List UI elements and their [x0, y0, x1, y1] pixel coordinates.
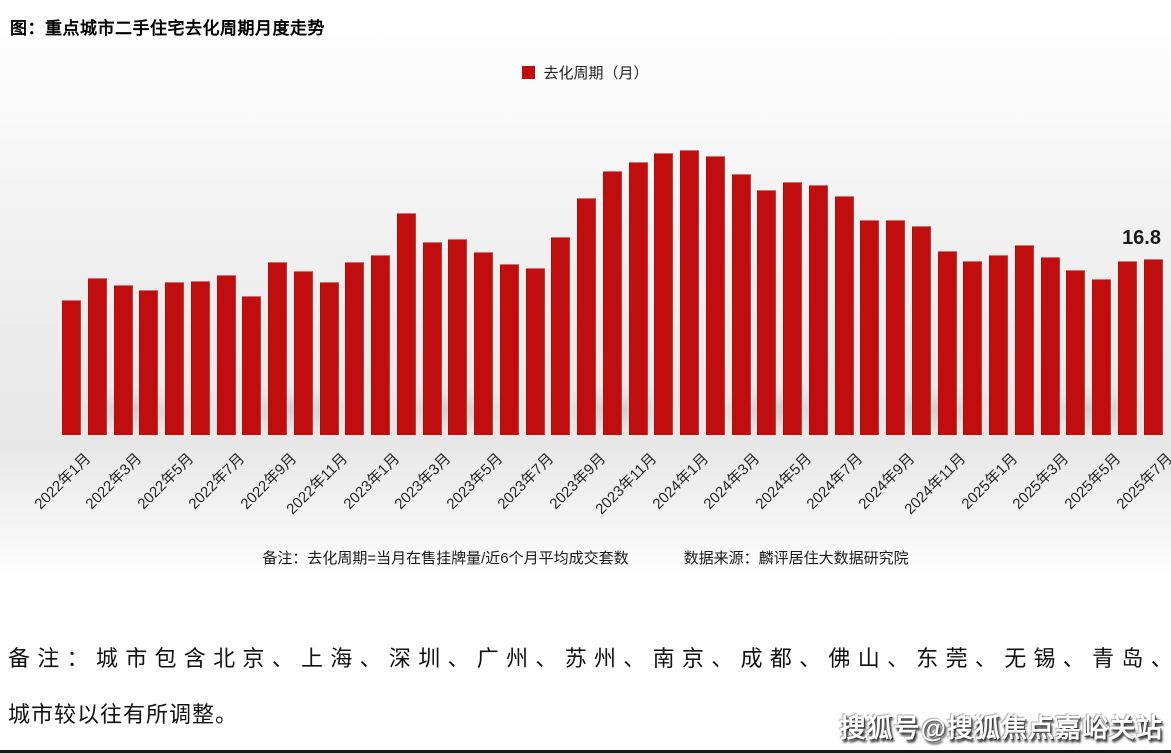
bar-2022年10月	[293, 271, 313, 435]
bar-2023年3月	[422, 242, 442, 435]
x-tick-label: 2023年9月	[546, 450, 609, 513]
footnote-source: 数据来源：麟评居住大数据研究院	[683, 550, 909, 567]
footnote-definition: 备注：去化周期=当月在售挂牌量/近6个月平均成交套数	[262, 550, 629, 567]
x-tick-label: 2023年11月	[592, 450, 661, 518]
bar-2022年4月	[139, 290, 159, 435]
bar-2025年7月	[1143, 259, 1163, 435]
x-tick-label: 2023年3月	[391, 450, 455, 513]
bar-2022年6月	[190, 281, 210, 435]
x-tick-label: 2023年1月	[340, 450, 403, 513]
x-tick-label: 2023年5月	[443, 450, 506, 513]
bar-2023年7月	[525, 268, 545, 435]
x-tick-label: 2025年3月	[1009, 450, 1073, 513]
bar-2022年11月	[319, 282, 339, 435]
bar-2024年7月	[834, 196, 854, 435]
bar-2025年6月	[1117, 261, 1137, 435]
bar-2023年12月	[654, 153, 674, 435]
bar-2024年8月	[860, 220, 880, 435]
x-tick-label: 2022年3月	[82, 450, 146, 513]
bar-2024年3月	[731, 174, 751, 435]
legend: 去化周期（月）	[0, 62, 1171, 83]
x-tick-label: 2022年9月	[237, 450, 300, 513]
x-tick-label: 2024年9月	[855, 450, 919, 513]
bar-2025年1月	[989, 255, 1008, 435]
bar-2024年1月	[680, 150, 699, 435]
bar-2023年6月	[499, 264, 519, 435]
chart-footnote: 备注：去化周期=当月在售挂牌量/近6个月平均成交套数 数据来源：麟评居住大数据研…	[0, 547, 1171, 568]
bar-2023年11月	[628, 162, 648, 435]
bar-2023年5月	[474, 252, 493, 435]
bar-2025年5月	[1092, 279, 1111, 435]
watermark-text: 搜狐号@搜狐焦点嘉峪关站	[839, 713, 1163, 743]
bar-2022年1月	[62, 300, 81, 435]
bar-2022年2月	[87, 278, 107, 435]
chart-panel: 图：重点城市二手住宅去化周期月度走势 去化周期（月） 2022年1月 2022年3…	[0, 0, 1171, 600]
x-tick-label: 2024年3月	[700, 450, 764, 513]
bar-2025年2月	[1014, 245, 1034, 435]
article-note-line1: 备注：城市包含北京、上海、深圳、广州、苏州、南京、成都、佛山、东莞、无锡、青岛、…	[8, 646, 1171, 671]
bar-2024年2月	[705, 156, 725, 435]
article-note: 备注：城市包含北京、上海、深圳、广州、苏州、南京、成都、佛山、东莞、无锡、青岛、…	[8, 646, 1171, 727]
bar-2024年10月	[911, 226, 931, 435]
chart-title: 图：重点城市二手住宅去化周期月度走势	[10, 19, 325, 38]
bar-2022年3月	[113, 285, 133, 435]
bar-2022年8月	[242, 296, 262, 435]
bar-2023年8月	[551, 237, 571, 435]
bar-2025年4月	[1066, 270, 1086, 435]
last-bar-value-label: 16.8	[1122, 227, 1161, 249]
bar-2023年1月	[371, 255, 390, 435]
legend-swatch-icon	[522, 66, 536, 79]
x-tick-label: 2025年5月	[1061, 450, 1125, 513]
bar-2023年10月	[602, 171, 622, 435]
article-note-line2: 城市较以往有所调整。	[8, 702, 239, 727]
bar-2022年9月	[268, 262, 287, 435]
x-tick-label: 2024年1月	[649, 450, 712, 513]
bar-2022年7月	[216, 275, 236, 435]
x-tick-label: 2022年7月	[185, 450, 249, 513]
bar-2022年12月	[345, 262, 365, 435]
x-tick-label: 2024年7月	[803, 450, 867, 513]
bar-2024年5月	[783, 182, 802, 435]
bar-2023年9月	[577, 198, 596, 435]
bar-2024年6月	[808, 185, 828, 435]
bar-2023年2月	[396, 213, 416, 435]
bar-2024年11月	[937, 251, 957, 435]
bar-2023年4月	[448, 239, 468, 435]
bar-2024年12月	[963, 261, 983, 435]
x-tick-label: 2022年5月	[133, 450, 197, 513]
bar-2024年4月	[757, 190, 777, 435]
bar-2025年3月	[1040, 257, 1060, 435]
x-tick-label: 2022年11月	[283, 450, 352, 518]
x-tick-label: 2024年11月	[901, 450, 970, 518]
plot-area	[62, 135, 1163, 435]
x-tick-label: 2025年7月	[1112, 450, 1171, 513]
x-tick-label: 2023年7月	[494, 450, 558, 513]
x-tick-label: 2022年1月	[30, 450, 94, 513]
x-tick-label: 2024年5月	[752, 450, 815, 513]
bottom-divider	[0, 750, 1171, 753]
bar-2022年5月	[165, 282, 184, 435]
bar-2024年9月	[886, 220, 905, 435]
x-tick-label: 2025年1月	[958, 450, 1022, 513]
legend-label: 去化周期（月）	[543, 65, 649, 82]
